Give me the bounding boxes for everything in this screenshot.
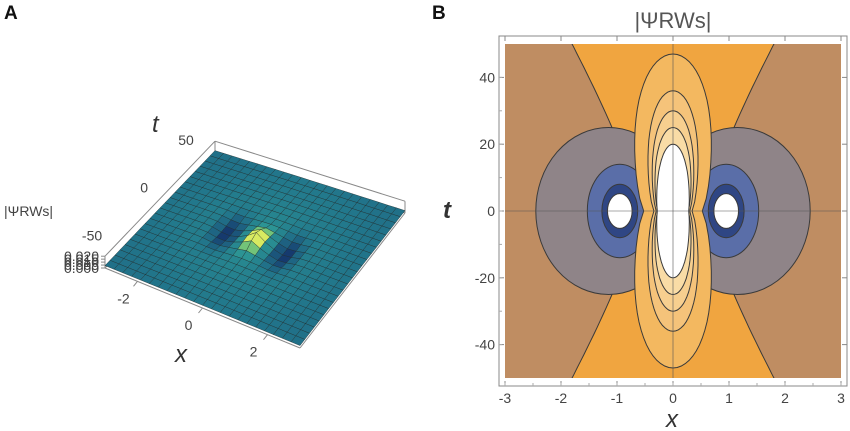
box-edge: [299, 212, 406, 349]
x-tick-label: -3: [499, 390, 512, 406]
panel-b-label: B: [432, 3, 446, 24]
t-axis-label: t: [152, 111, 160, 138]
box-edge: [214, 140, 406, 202]
y-axis-label: t: [443, 197, 452, 224]
y-tick-label: -40: [475, 337, 495, 353]
t-tick-label: -50: [82, 228, 102, 244]
z-axis-label: |ΨRWs|: [4, 203, 53, 219]
x-tick-mark: [198, 307, 203, 314]
x-tick-label: 3: [837, 390, 845, 406]
x-axis-label: x: [665, 406, 679, 431]
x-tick-label: 2: [781, 390, 789, 406]
x-tick-label: -1: [611, 390, 624, 406]
x-tick-mark: [263, 334, 268, 340]
surface-cell: [290, 335, 306, 346]
x-axis-label: x: [174, 341, 188, 368]
y-tick-label: 20: [479, 136, 495, 152]
surface-mesh: [104, 150, 406, 346]
y-tick-label: 40: [479, 69, 495, 85]
z-tick-label: 0.000: [64, 260, 99, 276]
x-tick-mark: [133, 281, 138, 287]
x-tick-label: 0: [669, 390, 677, 406]
x-tick-label: -2: [117, 290, 130, 306]
x-tick-label: -2: [555, 390, 568, 406]
t-tick-label: 50: [178, 132, 194, 148]
box-edge: [104, 140, 216, 257]
x-tick-label: 2: [250, 344, 258, 360]
t-tick-label: 0: [140, 180, 148, 196]
x-tick-label: 0: [185, 317, 193, 333]
panel-a-label: A: [4, 3, 18, 24]
y-tick-label: 0: [487, 203, 495, 219]
z-tick-label: 0.005: [64, 257, 99, 273]
z-tick-label: 0.020: [64, 248, 99, 264]
chart-title: |ΨRWs|: [634, 8, 711, 33]
z-tick-label: 0.015: [64, 251, 99, 267]
x-tick-label: 1: [725, 390, 733, 406]
y-tick-label: -20: [475, 270, 495, 286]
z-tick-label: 0.010: [64, 254, 99, 270]
